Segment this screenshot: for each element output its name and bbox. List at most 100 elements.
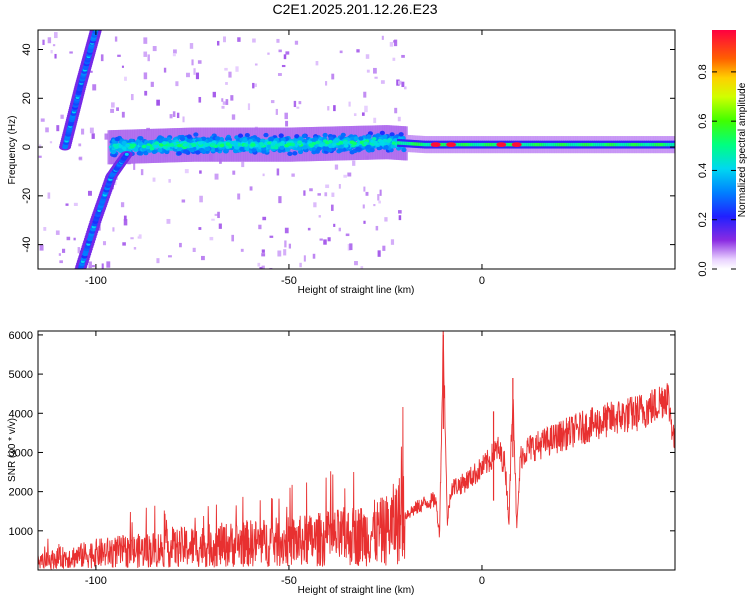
colorbar-tick-label: 0.0 [697, 261, 709, 276]
speckle-mark [101, 263, 104, 269]
snr-x-axis-label: Height of straight line (km) [298, 585, 415, 596]
snr-y-axis-label: SNR (10 * v/v) [7, 418, 18, 482]
snr-y-tick-label: 1000 [9, 526, 33, 538]
band-cell-mark [176, 151, 182, 156]
speckle-mark [218, 223, 222, 229]
band-cell-mark [138, 136, 144, 141]
band-cell-mark [118, 148, 124, 153]
band-peak-mark [278, 142, 284, 147]
band-center-mark [561, 142, 565, 147]
speckle-mark [267, 52, 270, 55]
speckle-mark [179, 242, 182, 248]
speckle-mark [54, 32, 58, 39]
speckle-mark [89, 127, 94, 134]
band-peak-mark [191, 143, 197, 148]
band-center-mark [474, 142, 478, 147]
speckle-mark [374, 76, 378, 79]
band-peak-mark [182, 143, 188, 147]
speckle-mark [87, 190, 92, 196]
band-cell-mark [278, 133, 284, 138]
speckle-mark [285, 120, 289, 127]
band-center-mark [611, 142, 615, 147]
speckle-mark [50, 49, 53, 54]
band-center-mark [607, 142, 611, 147]
speckle-mark [285, 51, 290, 55]
speckle-mark [249, 186, 253, 191]
speckle-mark [262, 216, 267, 221]
speckle-mark [362, 204, 365, 209]
band-center-mark [599, 142, 603, 147]
speckle-mark [401, 54, 405, 58]
speckle-mark [349, 243, 353, 251]
speckle-mark [247, 103, 251, 111]
speckle-mark [303, 255, 306, 262]
band-center-mark [626, 142, 630, 147]
band-peak-mark [145, 145, 151, 150]
speckle-mark [356, 49, 360, 53]
band-center-mark [586, 142, 590, 147]
speckle-mark [232, 170, 236, 175]
speckle-mark [288, 243, 292, 249]
spectrogram-x-axis-label: Height of straight line (km) [298, 285, 415, 296]
speckle-mark [156, 258, 160, 264]
speckle-mark [373, 117, 377, 124]
band-center-mark [408, 141, 412, 146]
band-center-mark [644, 142, 648, 147]
speckle-mark [156, 99, 160, 106]
speckle-mark [130, 237, 134, 240]
speckle-mark [221, 105, 225, 109]
band-peak-mark [231, 140, 237, 145]
speckle-mark [278, 196, 282, 204]
band-center-mark [478, 142, 482, 147]
band-center-mark [630, 142, 634, 147]
speckle-mark [331, 192, 335, 197]
speckle-mark [166, 218, 171, 224]
speckle-mark [106, 261, 111, 268]
speckle-mark [365, 54, 370, 59]
speckle-mark [363, 91, 367, 98]
speckle-mark [276, 168, 280, 176]
speckle-mark [47, 192, 51, 199]
speckle-mark [54, 53, 57, 59]
band-peak-mark [141, 144, 147, 149]
band-center-mark [480, 142, 484, 147]
band-center-mark [673, 142, 675, 147]
spectrogram-ticks: -100 -50 0 40 20 0 -20 -40 [21, 30, 675, 287]
band-center-mark [638, 142, 642, 147]
colorbar-label: Normalized spectral amplitude [737, 82, 748, 217]
speckle-mark [138, 234, 142, 239]
speckle-mark [361, 112, 365, 116]
spectrogram-y-tick-label: 20 [21, 92, 33, 104]
speckle-mark [172, 53, 176, 57]
speckle-mark [390, 239, 395, 245]
speckle-mark [91, 265, 95, 268]
speckle-mark [120, 202, 125, 208]
band-cell-mark [369, 147, 375, 153]
band-center-mark [470, 142, 474, 147]
peak-spot-mark [446, 142, 457, 148]
band-center-mark [532, 142, 536, 147]
band-center-mark [646, 142, 650, 147]
speckle-mark [143, 72, 148, 80]
speckle-mark [100, 54, 104, 62]
speckle-mark [312, 253, 316, 259]
band-center-mark [617, 142, 621, 147]
speckle-mark [140, 169, 144, 176]
speckle-mark [186, 72, 190, 78]
band-center-mark [603, 142, 607, 147]
band-center-mark [414, 142, 418, 146]
band-cell-mark [179, 136, 186, 142]
speckle-mark [333, 223, 336, 227]
band-center-mark [655, 142, 659, 147]
speckle-mark [254, 63, 258, 66]
speckle-mark [192, 247, 196, 252]
band-center-mark [427, 142, 431, 147]
colorbar-tick-label: 0.4 [697, 163, 709, 178]
snr-y-tick-label: 6000 [9, 330, 33, 342]
speckle-mark [397, 116, 401, 122]
band-center-mark [526, 142, 530, 147]
band-center-mark [489, 142, 493, 147]
band-center-mark [462, 142, 466, 147]
speckle-mark [197, 60, 202, 64]
band-cell-mark [296, 146, 302, 151]
